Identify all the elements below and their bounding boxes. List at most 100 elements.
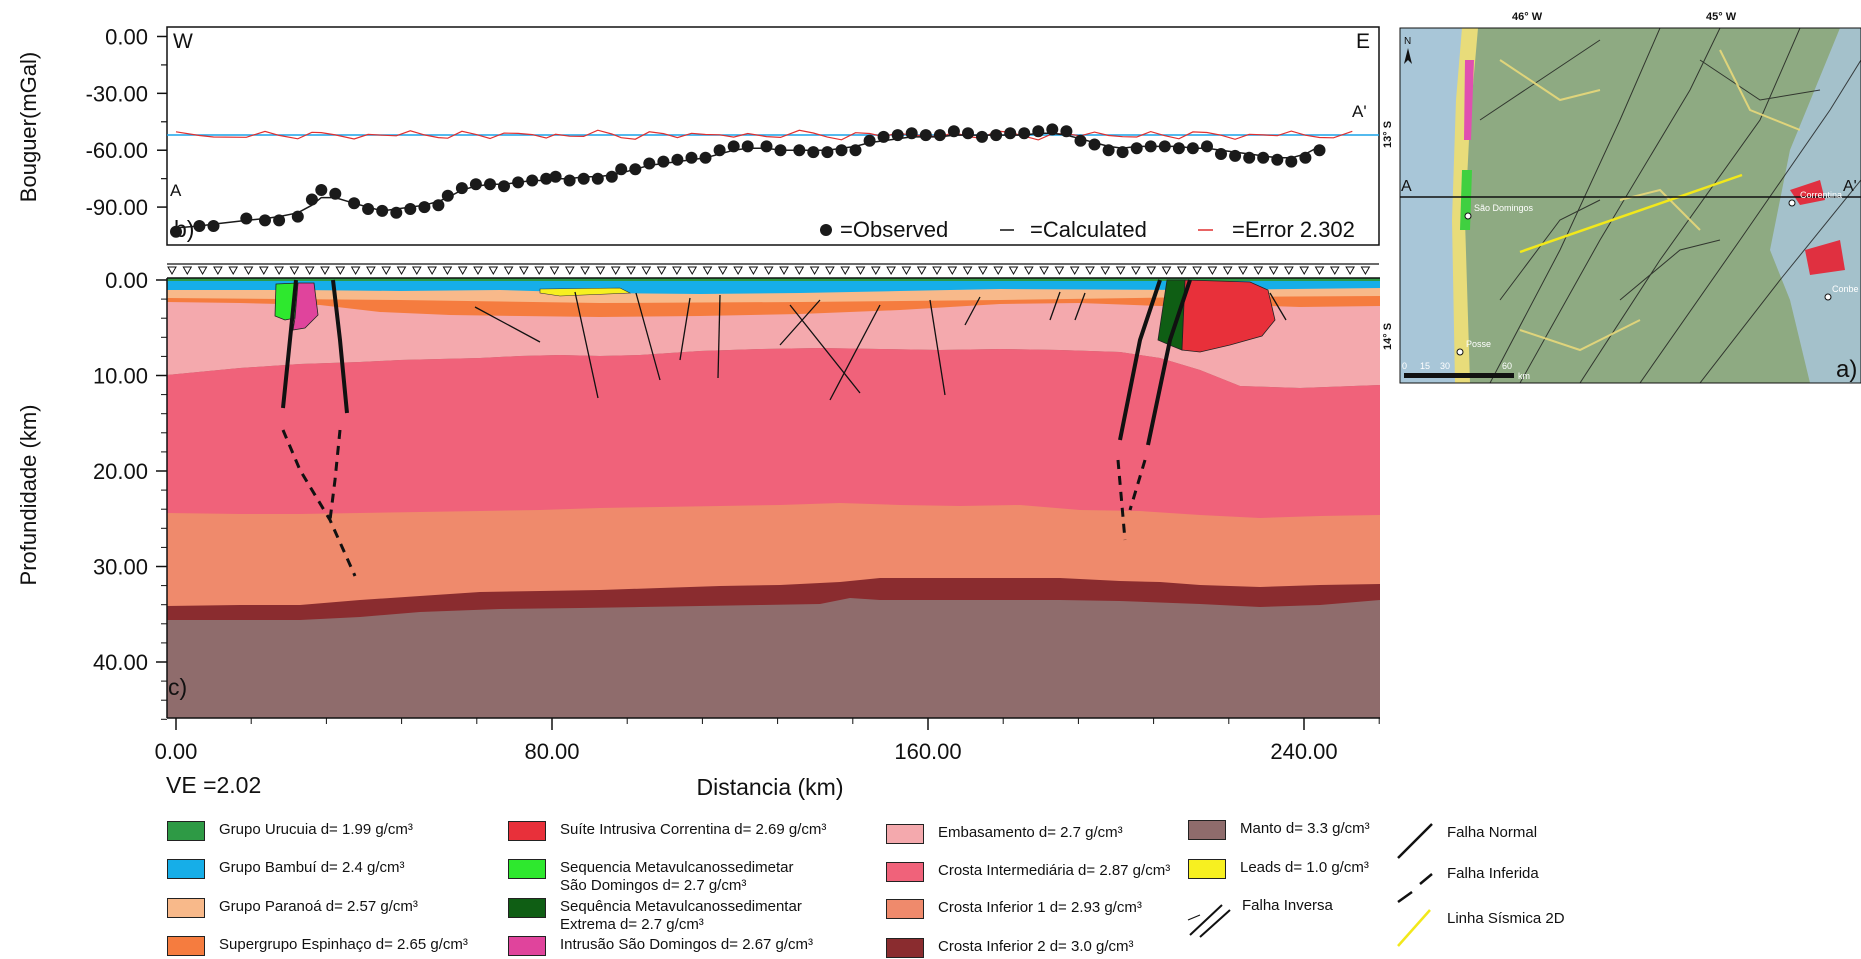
panel-c-label: c) [168, 674, 187, 700]
station-marker [901, 266, 912, 276]
observed-point [835, 144, 848, 157]
station-marker [1329, 266, 1340, 276]
map-frame [1399, 27, 1861, 384]
panel-c: 0.00 10.00 20.00 30.00 40.00 0.00 80.00 160.00… [16, 268, 1380, 800]
station-marker [473, 266, 483, 276]
observed-point [1074, 134, 1087, 147]
station-marker [1222, 266, 1233, 276]
station-marker [243, 266, 254, 276]
observed-point [671, 153, 684, 166]
station-marker [167, 266, 177, 276]
observed-point [657, 155, 670, 168]
observed-point [577, 172, 590, 185]
observed-point [1018, 127, 1031, 140]
observed-point [512, 176, 525, 189]
panel-c-tick-label: 20.00 [93, 459, 148, 484]
station-marker [978, 266, 988, 276]
panel-c-ylabel: Profundidade (km) [16, 405, 41, 586]
panel-b-frame [166, 26, 1380, 246]
calculated-legend-label: =Calculated [1030, 217, 1147, 242]
east-label: E [1356, 30, 1370, 53]
observed-point [919, 129, 932, 142]
station-marker [1207, 266, 1218, 276]
observed-point [629, 163, 642, 176]
map-scale-bar [1404, 373, 1514, 378]
observed-point [273, 214, 286, 227]
station-marker [733, 266, 743, 276]
map-lat-1: 13° S [1382, 121, 1394, 148]
station-marker [1284, 266, 1294, 276]
observed-point [685, 151, 698, 164]
station-marker [993, 266, 1004, 276]
station-marker [626, 266, 636, 276]
station-marker [947, 266, 958, 276]
error-series [175, 129, 1353, 141]
observed-point [976, 130, 988, 143]
panel-c-x-tick-label: 240.00 [1270, 739, 1337, 764]
station-marker [1161, 266, 1172, 276]
observed-point [774, 144, 787, 157]
basement-layer [167, 300, 1380, 388]
station-marker [274, 266, 284, 276]
north-arrow-glyph [1404, 48, 1412, 64]
panel-c-tick-label: 30.00 [93, 555, 148, 580]
observed-point [713, 144, 726, 157]
observed-point [905, 127, 918, 140]
panel-c-x-tick-label: 0.00 [155, 739, 198, 764]
inverse-fault-icon [1189, 904, 1231, 938]
map-town-conbe: Conbe [1832, 284, 1859, 294]
panel-b-tick-label: -90.00 [86, 195, 148, 220]
station-marker [564, 266, 575, 276]
station-marker [840, 266, 851, 276]
panel-a-map: 46° W 45° W 13° S 14° S A A' N São Domin… [1382, 11, 1861, 384]
observed-point [1102, 144, 1115, 157]
map-town-correntina: Correntina [1800, 190, 1842, 200]
observed-point [1215, 148, 1227, 160]
station-marker [1039, 266, 1049, 276]
station-marker [442, 266, 453, 276]
station-marker [687, 266, 698, 276]
station-marker [1314, 266, 1325, 276]
station-marker [335, 266, 346, 276]
panel-c-x-tick-label: 80.00 [524, 739, 579, 764]
panel-b-tick-label: 0.00 [105, 24, 148, 49]
bambui-layer [167, 280, 1380, 294]
observed-point [760, 140, 773, 153]
observed-point [1328, 0, 1340, 6]
fault-legend-symbols [1187, 823, 1433, 947]
station-marker [197, 266, 208, 276]
station-marker [289, 266, 300, 276]
observed-point [418, 201, 431, 214]
panel-c-tick-label: 0.00 [105, 268, 148, 293]
station-marker [641, 266, 652, 276]
observed-point [1004, 127, 1017, 140]
observed-point [849, 144, 862, 157]
station-marker [580, 266, 590, 276]
observed-point [390, 206, 403, 219]
observed-point [591, 172, 604, 185]
observed-point [315, 184, 328, 196]
seismic-line [1519, 173, 1743, 254]
station-marker [1146, 266, 1157, 276]
station-marker [1085, 266, 1095, 276]
observed-point [947, 125, 960, 138]
station-marker [870, 266, 881, 276]
station-marker [457, 266, 468, 276]
station-marker [258, 266, 269, 276]
station-marker [595, 266, 606, 276]
station-marker [1192, 266, 1202, 276]
panel-b: 0.00 -30.00 -60.00 -90.00 Bouguer(mGal) W E… [16, 0, 1380, 246]
panel-c-xlabel: Distancia (km) [697, 774, 844, 800]
map-scale-60: 60 [1502, 361, 1512, 371]
station-marker [366, 266, 376, 276]
fault-lines [281, 279, 1287, 577]
station-marker [794, 266, 805, 276]
map-scale-unit: km [1518, 371, 1530, 381]
observed-point [891, 129, 904, 142]
panel-c-y-axis: 0.00 10.00 20.00 30.00 40.00 [93, 268, 168, 720]
station-marker [717, 266, 728, 276]
panel-b-y-axis: 0.00 -30.00 -60.00 -90.00 [86, 24, 167, 220]
panel-b-series [167, 0, 1379, 238]
station-marker [549, 266, 560, 276]
observed-point [329, 187, 342, 200]
